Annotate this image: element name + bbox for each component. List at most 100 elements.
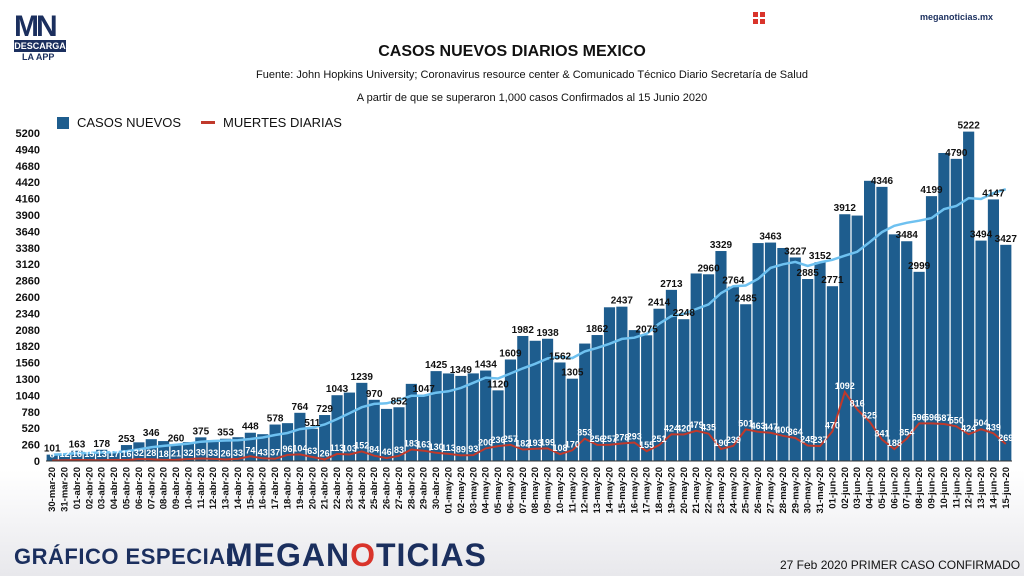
y-tick-label: 260	[22, 440, 40, 452]
x-tick-label: 01-jun-20	[827, 467, 838, 509]
death-label: 470	[825, 420, 840, 430]
bar-value-label: 2999	[908, 261, 931, 272]
x-tick-label: 08-jun-20	[914, 467, 925, 509]
bar-value-label: 852	[391, 396, 408, 407]
case-bar	[430, 371, 442, 461]
y-tick-label: 3380	[16, 243, 40, 255]
x-tick-label: 19-abr-20	[295, 467, 306, 509]
death-label: 103	[342, 444, 357, 454]
case-bar	[703, 274, 715, 461]
x-tick-label: 20-may-20	[679, 467, 690, 513]
x-tick-label: 11-may-20	[567, 467, 578, 513]
x-tick-label: 01-may-20	[444, 467, 455, 513]
death-label: 364	[788, 427, 803, 437]
x-tick-label: 05-may-20	[493, 467, 504, 513]
x-tick-label: 29-may-20	[790, 467, 801, 513]
x-tick-label: 19-may-20	[666, 467, 677, 513]
x-tick-label: 17-may-20	[642, 467, 653, 513]
legend-swatch-cases	[57, 116, 69, 129]
x-tick-label: 07-abr-20	[146, 467, 157, 509]
x-tick-label: 02-abr-20	[84, 467, 95, 509]
case-bar	[888, 234, 900, 461]
case-bar	[653, 308, 665, 461]
case-bar	[343, 392, 355, 461]
death-label: 400	[775, 425, 790, 435]
case-bar	[442, 373, 455, 461]
case-bar	[925, 196, 938, 461]
death-label: 170	[565, 439, 580, 449]
case-bar	[480, 370, 492, 461]
death-label: 13	[97, 449, 107, 459]
death-label: 113	[330, 443, 345, 453]
death-label: 89	[456, 444, 466, 454]
death-label: 104	[292, 443, 307, 453]
death-label: 8	[50, 449, 55, 459]
y-tick-label: 4940	[16, 144, 40, 156]
bar-value-label: 346	[143, 428, 160, 439]
death-label: 424	[961, 423, 976, 433]
death-label: 479	[689, 420, 704, 430]
x-tick-label: 10-may-20	[555, 467, 566, 513]
case-bar	[1000, 244, 1012, 461]
y-tick-label: 2080	[16, 325, 40, 337]
death-label: 39	[196, 448, 206, 458]
x-tick-label: 04-abr-20	[109, 467, 120, 509]
case-bar	[393, 407, 405, 461]
y-tick-label: 4160	[16, 194, 40, 206]
death-label: 420	[676, 424, 691, 434]
death-label: 424	[664, 423, 679, 433]
case-bar	[294, 412, 306, 461]
x-tick-label: 25-may-20	[741, 467, 752, 513]
death-label: 293	[627, 432, 642, 442]
case-bar	[232, 437, 244, 461]
case-bar	[405, 383, 417, 461]
footer-brand: MEGANOTICIAS	[226, 537, 487, 574]
footer-shade	[0, 470, 1024, 576]
case-bar	[727, 286, 739, 461]
bar-value-label: 5222	[958, 121, 981, 132]
death-label: 21	[171, 449, 181, 459]
y-tick-label: 2600	[16, 292, 40, 304]
case-bar	[467, 373, 479, 461]
case-bar	[851, 215, 863, 461]
case-bar	[839, 214, 851, 461]
bar-value-label: 2485	[735, 293, 758, 304]
bar-value-label: 3494	[970, 230, 993, 241]
x-tick-label: 24-may-20	[728, 467, 739, 513]
x-tick-label: 06-abr-20	[134, 467, 145, 509]
bar-value-label: 1120	[487, 379, 509, 390]
death-label: 130	[429, 442, 444, 452]
death-label: 43	[258, 447, 268, 457]
case-bar	[319, 415, 331, 461]
x-tick-label: 16-may-20	[629, 467, 640, 513]
death-label: 28	[146, 448, 156, 458]
case-bar	[789, 257, 801, 461]
x-tick-label: 14-jun-20	[988, 467, 999, 509]
death-label: 816	[850, 399, 865, 409]
case-bar	[752, 243, 764, 461]
bar-value-label: 4346	[871, 176, 894, 187]
death-label: 182	[515, 439, 530, 449]
brand-part-b: TICIAS	[376, 537, 487, 573]
case-bar	[591, 335, 603, 461]
death-label: 353	[577, 428, 592, 438]
bar-value-label: 448	[242, 422, 259, 433]
bar-value-label: 2414	[648, 298, 671, 309]
x-tick-label: 09-jun-20	[927, 467, 938, 509]
death-label: 12	[60, 449, 70, 459]
x-tick-label: 23-abr-20	[344, 467, 355, 509]
case-bar	[764, 242, 777, 461]
bar-value-label: 101	[44, 444, 61, 455]
bar-value-label: 1609	[499, 349, 522, 360]
flag-icon	[753, 12, 765, 24]
mn-logo[interactable]: MN	[14, 12, 66, 52]
bar-value-label: 3484	[896, 230, 919, 241]
case-bar	[133, 442, 145, 461]
download-app-badge[interactable]: DESCARGA	[14, 40, 66, 52]
site-url[interactable]: meganoticias.mx	[920, 12, 994, 22]
bar-value-label: 970	[366, 389, 383, 400]
death-label: 108	[552, 443, 567, 453]
death-label: 32	[134, 448, 144, 458]
death-label: 190	[713, 438, 728, 448]
